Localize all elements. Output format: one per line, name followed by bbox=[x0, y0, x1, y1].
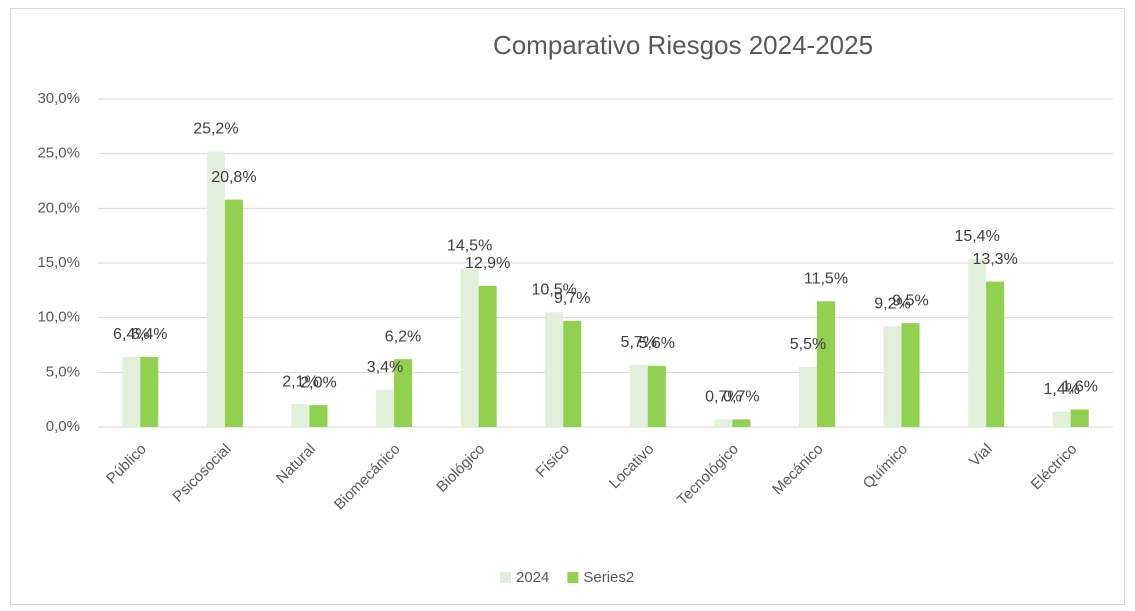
y-tick-label: 5,0% bbox=[46, 363, 80, 380]
bar bbox=[376, 389, 395, 427]
legend-swatch bbox=[500, 572, 511, 583]
legend-label: 2024 bbox=[516, 569, 549, 586]
bar bbox=[291, 404, 310, 427]
bar bbox=[968, 258, 987, 427]
bar bbox=[122, 357, 141, 427]
bar bbox=[798, 366, 817, 427]
data-label: 2,0% bbox=[300, 374, 336, 391]
bar bbox=[629, 364, 648, 427]
bar bbox=[986, 281, 1005, 427]
data-label: 6,2% bbox=[385, 328, 421, 345]
data-label: 3,4% bbox=[367, 359, 403, 376]
bar bbox=[206, 151, 225, 428]
data-label: 6,4% bbox=[113, 326, 149, 343]
bar bbox=[460, 268, 479, 427]
data-label: 15,4% bbox=[954, 228, 999, 245]
bar bbox=[1070, 409, 1089, 427]
data-label: 6,4% bbox=[131, 326, 167, 343]
y-tick-label: 15,0% bbox=[37, 254, 80, 271]
data-label: 0,7% bbox=[723, 389, 759, 406]
y-tick-label: 20,0% bbox=[37, 199, 80, 216]
data-label: 5,7% bbox=[621, 334, 657, 351]
bar bbox=[883, 326, 902, 427]
data-label: 12,9% bbox=[465, 255, 510, 272]
data-label: 0,7% bbox=[705, 389, 741, 406]
bar bbox=[647, 365, 666, 427]
data-label: 9,2% bbox=[874, 296, 910, 313]
data-label: 5,6% bbox=[639, 335, 675, 352]
data-label: 14,5% bbox=[447, 238, 492, 255]
data-label: 11,5% bbox=[804, 270, 848, 287]
data-label: 1,6% bbox=[1061, 379, 1097, 396]
data-label: 9,5% bbox=[892, 292, 928, 309]
bar bbox=[732, 419, 751, 427]
bar bbox=[563, 320, 582, 427]
chart-title: Comparativo Riesgos 2024-2025 bbox=[493, 30, 873, 60]
bar bbox=[901, 323, 920, 427]
y-tick-label: 0,0% bbox=[46, 418, 80, 435]
data-label: 5,5% bbox=[790, 336, 826, 353]
y-tick-label: 30,0% bbox=[37, 90, 80, 107]
legend-label: Series2 bbox=[583, 569, 634, 586]
bar bbox=[394, 359, 413, 427]
data-label: 9,7% bbox=[554, 290, 590, 307]
data-label: 25,2% bbox=[193, 121, 238, 138]
bar bbox=[545, 312, 564, 427]
bar bbox=[140, 357, 159, 427]
bar bbox=[714, 419, 733, 427]
bar bbox=[1052, 411, 1071, 427]
legend-swatch bbox=[567, 572, 579, 583]
chart-frame bbox=[10, 8, 1125, 605]
y-tick-label: 10,0% bbox=[37, 309, 80, 326]
bar bbox=[478, 285, 497, 427]
bar bbox=[816, 301, 835, 427]
data-label: 2,1% bbox=[282, 373, 318, 390]
bar bbox=[309, 405, 328, 427]
bar bbox=[224, 199, 243, 427]
data-label: 1,4% bbox=[1043, 381, 1079, 398]
data-label: 20,8% bbox=[211, 169, 256, 186]
data-label: 13,3% bbox=[972, 251, 1017, 268]
y-tick-label: 25,0% bbox=[37, 145, 80, 162]
data-label: 10,5% bbox=[532, 281, 577, 298]
